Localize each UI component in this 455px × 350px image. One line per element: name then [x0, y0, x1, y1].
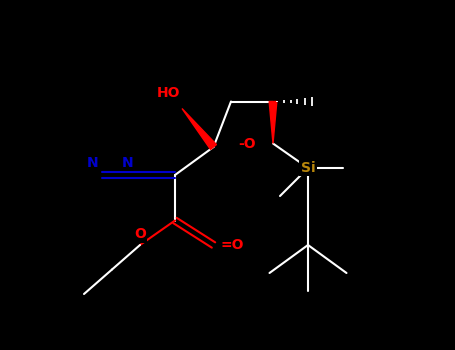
Text: O: O — [134, 228, 146, 241]
Text: HO: HO — [156, 86, 180, 100]
Text: -O: -O — [238, 136, 256, 150]
Text: N: N — [86, 156, 98, 170]
Text: =O: =O — [221, 238, 244, 252]
Text: Si: Si — [301, 161, 315, 175]
Text: N: N — [121, 156, 133, 170]
Polygon shape — [182, 108, 217, 149]
Polygon shape — [269, 102, 277, 144]
